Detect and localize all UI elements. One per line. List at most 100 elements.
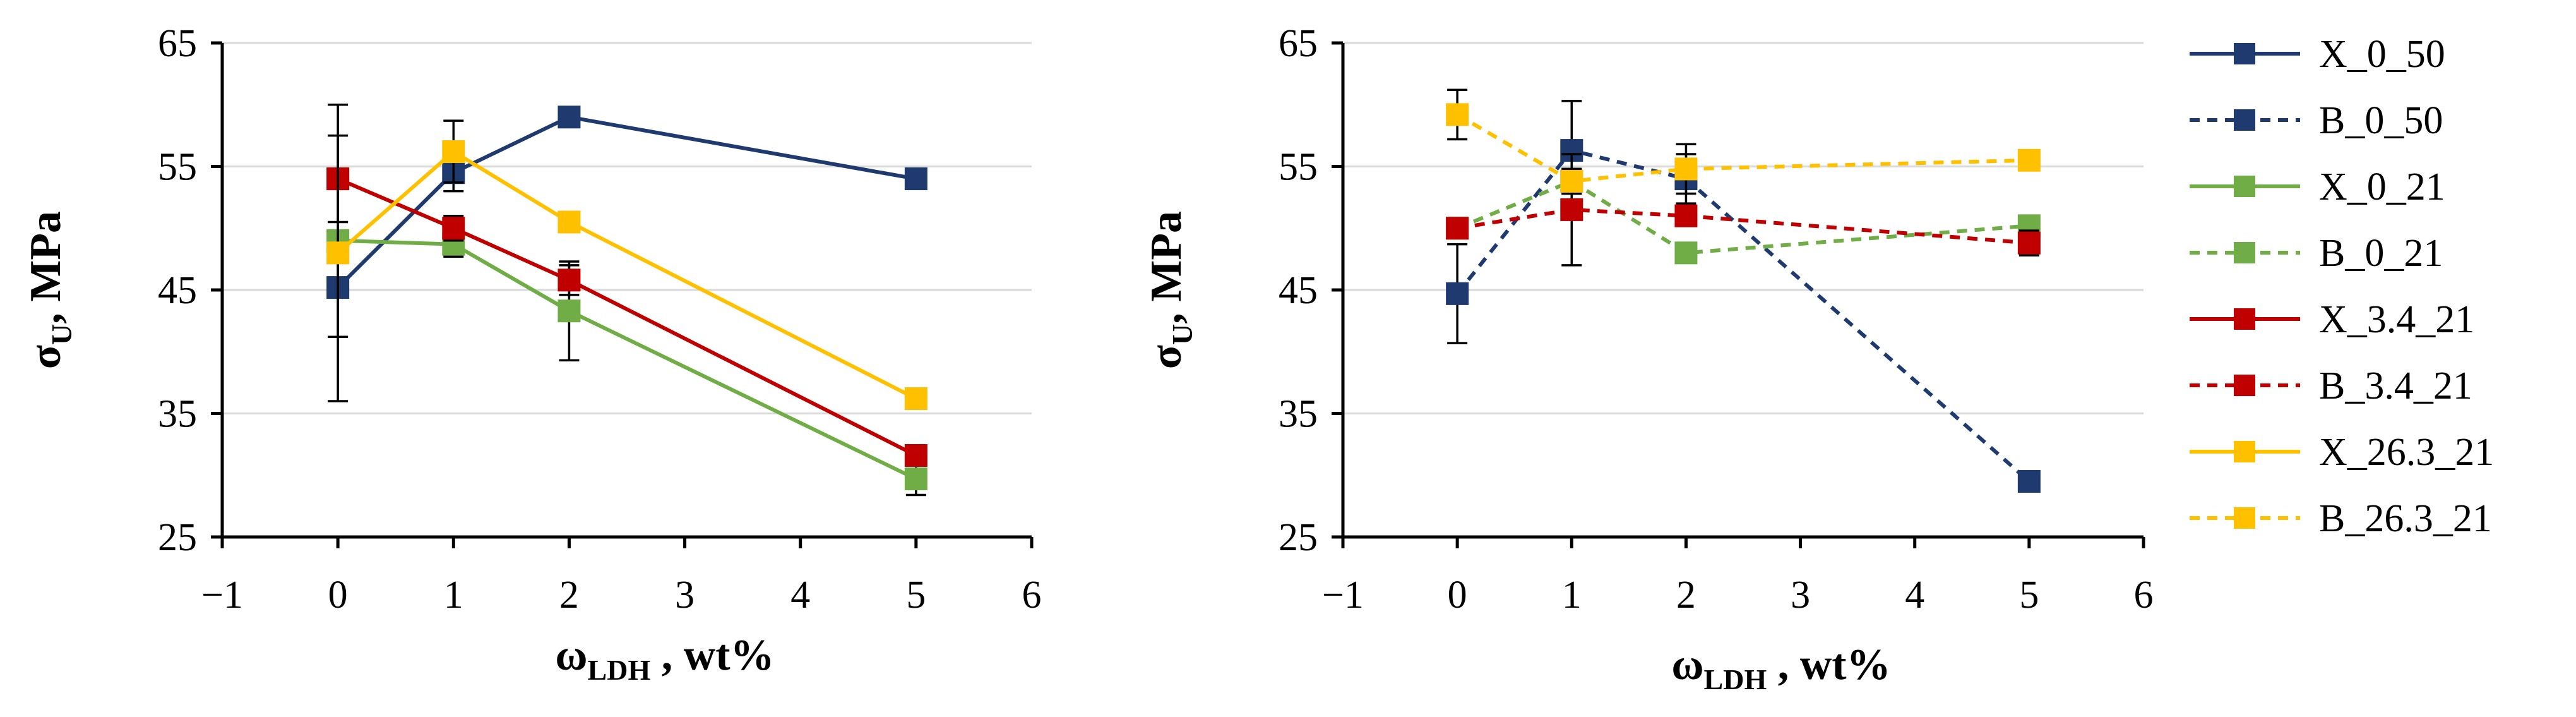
data-point	[2017, 231, 2041, 255]
data-point	[904, 387, 927, 411]
data-point	[904, 443, 927, 467]
legend-label: B_0_21	[2319, 232, 2443, 275]
data-point	[1674, 157, 1698, 181]
x-tick-label: 6	[1022, 574, 1042, 617]
legend-label: X_3.4_21	[2319, 298, 2474, 341]
x-axis-title-rest: , wt%	[1767, 641, 1890, 689]
x-tick-label: 1	[444, 574, 463, 617]
legend-item: B_0_50	[2190, 99, 2443, 142]
y-tick-label: 25	[158, 516, 197, 559]
data-point	[442, 217, 465, 240]
x-tick-label: 5	[2019, 574, 2039, 617]
y-axis-title-sub: U	[45, 324, 78, 345]
data-point	[904, 467, 927, 491]
y-tick-label: 25	[1279, 516, 1318, 559]
y-axis-title-rest: , MPa	[1142, 211, 1191, 324]
x-tick-label: 3	[675, 574, 695, 617]
y-tick-label: 55	[158, 146, 197, 189]
x-tick-label: 1	[1562, 574, 1582, 617]
data-point	[2017, 148, 2041, 172]
x-tick-label: 5	[906, 574, 926, 617]
series-X_0_21	[326, 229, 927, 497]
legend-item: B_3.4_21	[2190, 365, 2472, 407]
x-axis-title-sub: LDH	[588, 654, 651, 686]
legend-item: B_0_21	[2190, 232, 2443, 275]
x-axis-title-sub: LDH	[1704, 663, 1767, 696]
y-tick-label: 65	[158, 22, 197, 65]
legend-marker	[2234, 109, 2255, 131]
legend-label: B_26.3_21	[2319, 497, 2492, 540]
x-tick-label: 3	[1791, 574, 1810, 617]
legend-label: X_26.3_21	[2319, 431, 2494, 474]
legend-label: B_0_50	[2319, 99, 2443, 142]
y-axis-title-rest: , MPa	[21, 211, 70, 324]
x-axis-title-main: ω	[1671, 641, 1703, 689]
y-axis-title-main: σ	[21, 345, 70, 369]
data-point	[1446, 282, 1469, 305]
x-tick-label: −1	[201, 574, 243, 617]
x-tick-label: 0	[328, 574, 348, 617]
x-tick-label: −1	[1322, 574, 1364, 617]
x-tick-label: 2	[1676, 574, 1696, 617]
legend-item: B_26.3_21	[2190, 497, 2492, 540]
x-tick-label: 4	[790, 574, 810, 617]
x-axis-title-rest: , wt%	[650, 631, 774, 680]
x-axis-title: ωLDH , wt%	[555, 631, 774, 686]
series-line	[1456, 112, 2029, 184]
data-point	[1674, 241, 1698, 265]
data-point	[558, 105, 581, 129]
series-B_3.4_21	[1446, 153, 2041, 267]
data-point	[558, 299, 581, 323]
data-point	[1446, 103, 1469, 126]
legend-label: X_0_21	[2319, 166, 2445, 208]
data-point	[558, 268, 581, 292]
data-point	[1446, 217, 1469, 240]
y-tick-label: 35	[158, 393, 197, 436]
data-point	[1560, 198, 1583, 221]
y-tick-label: 55	[1279, 146, 1318, 189]
data-point	[442, 140, 465, 164]
legend-label: X_0_50	[2319, 33, 2445, 76]
series-X_26.3_21	[326, 104, 927, 411]
data-point	[326, 241, 350, 265]
x-tick-label: 2	[559, 574, 579, 617]
series-line	[1455, 148, 2030, 483]
x-axis-title: ωLDH , wt%	[1671, 641, 1890, 696]
legend-marker	[2234, 507, 2255, 529]
legend-marker	[2234, 441, 2255, 462]
y-axis-title: σU, MPa	[21, 211, 78, 369]
data-point	[1560, 169, 1583, 193]
y-tick-label: 35	[1279, 393, 1318, 436]
legend-item: X_0_50	[2190, 33, 2445, 76]
data-point	[558, 210, 581, 234]
y-axis-title-sub: U	[1166, 324, 1198, 345]
series-B_26.3_21	[1446, 88, 2041, 195]
y-tick-label: 65	[1279, 22, 1318, 65]
series-line	[1457, 207, 2030, 245]
legend-marker	[2234, 308, 2255, 330]
legend-marker	[2234, 242, 2255, 263]
data-point	[1674, 204, 1698, 227]
x-tick-label: 6	[2134, 574, 2154, 617]
x-axis-title-main: ω	[555, 631, 587, 680]
data-point	[904, 167, 927, 191]
x-tick-label: 0	[1448, 574, 1467, 617]
series-line	[338, 238, 917, 481]
series-line	[337, 149, 917, 401]
y-tick-label: 45	[1279, 269, 1318, 312]
y-tick-label: 45	[158, 269, 197, 312]
data-point	[2017, 470, 2041, 493]
y-axis-title-main: σ	[1142, 345, 1191, 369]
series-line	[337, 115, 917, 289]
series-line	[1457, 179, 2030, 255]
series-X_0_50	[326, 105, 927, 339]
legend-item: X_26.3_21	[2190, 431, 2494, 474]
legend-marker	[2234, 375, 2255, 396]
legend-item: X_0_21	[2190, 166, 2445, 208]
legend-label: B_3.4_21	[2319, 365, 2472, 407]
x-tick-label: 4	[1905, 574, 1924, 617]
legend-item: X_3.4_21	[2190, 298, 2474, 341]
